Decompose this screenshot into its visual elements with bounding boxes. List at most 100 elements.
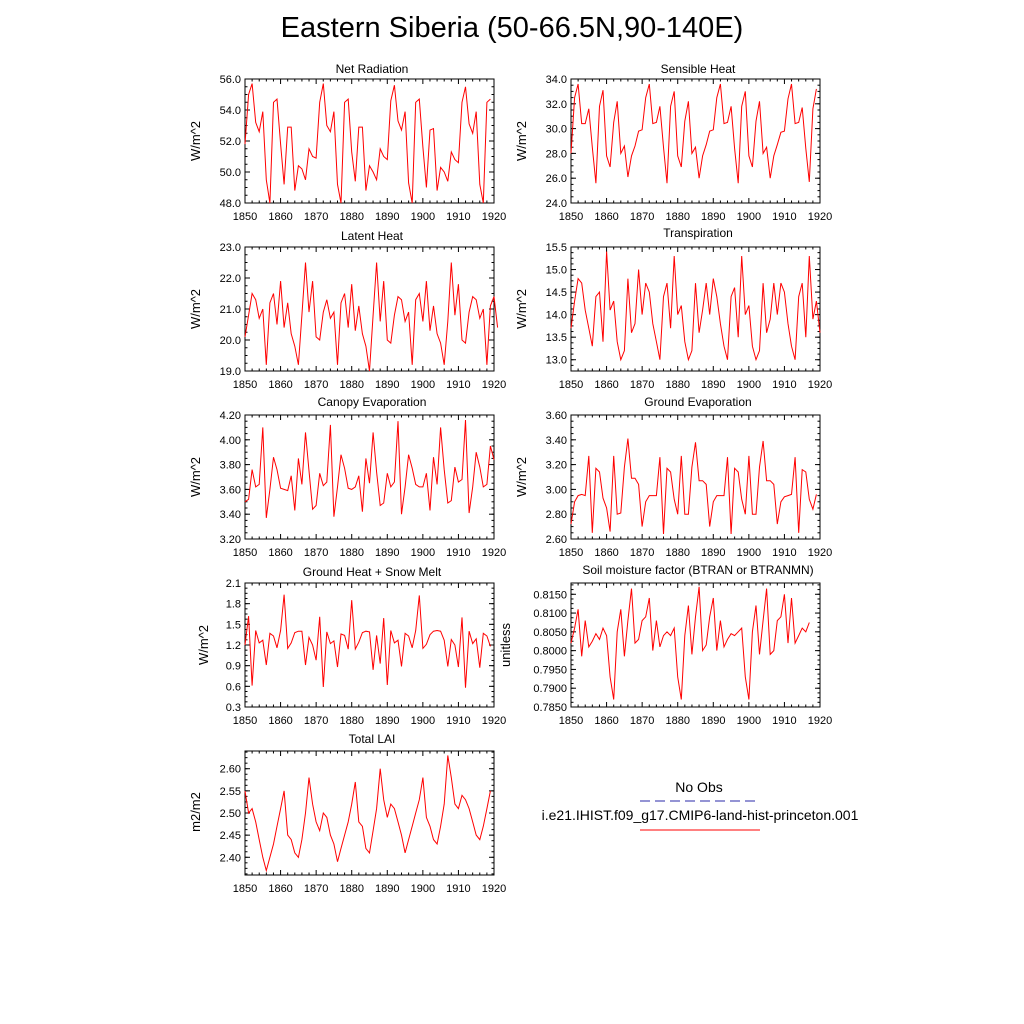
x-tick-label: 1880 [339, 547, 363, 559]
x-tick-label: 1850 [559, 547, 583, 559]
panel-title: Sensible Heat [661, 62, 736, 76]
x-tick-label: 1850 [559, 379, 583, 391]
y-tick-label: 13.5 [546, 332, 567, 344]
y-tick-label: 2.60 [220, 764, 241, 776]
series-line [570, 586, 810, 700]
y-tick-label: 48.0 [220, 198, 241, 210]
series-line [570, 251, 821, 362]
series-line [570, 83, 817, 184]
y-tick-label: 19.0 [220, 366, 241, 378]
y-tick-label: 3.80 [220, 460, 241, 472]
y-tick-label: 2.60 [546, 534, 567, 546]
y-tick-label: 0.3 [226, 702, 241, 714]
x-tick-label: 1890 [701, 379, 725, 391]
y-tick-label: 2.40 [220, 852, 241, 864]
legend-obs-label: No Obs [675, 779, 722, 795]
x-tick-label: 1890 [701, 211, 725, 223]
x-tick-label: 1910 [772, 379, 796, 391]
y-tick-label: 3.40 [546, 435, 567, 447]
x-tick-label: 1890 [375, 379, 399, 391]
x-tick-label: 1870 [630, 379, 654, 391]
x-tick-label: 1860 [268, 883, 292, 895]
x-tick-label: 1870 [304, 379, 328, 391]
panel-title: Soil moisture factor (BTRAN or BTRANMN) [582, 563, 813, 577]
y-tick-label: 52.0 [220, 136, 241, 148]
x-tick-label: 1900 [737, 547, 761, 559]
x-tick-label: 1860 [268, 379, 292, 391]
y-tick-label: 54.0 [220, 105, 241, 117]
x-tick-label: 1850 [233, 883, 257, 895]
y-tick-label: 3.40 [220, 509, 241, 521]
y-tick-label: 15.5 [546, 242, 567, 254]
y-tick-label: 0.7950 [533, 664, 567, 676]
chart-panel-latent-heat: Latent Heat W/m^2 1850 1860 1870 1880 1890 19… [188, 229, 506, 391]
x-tick-label: 1880 [665, 379, 689, 391]
x-tick-label: 1850 [559, 211, 583, 223]
x-tick-label: 1900 [411, 211, 435, 223]
x-tick-label: 1900 [411, 547, 435, 559]
x-tick-label: 1910 [446, 379, 470, 391]
x-tick-label: 1910 [446, 547, 470, 559]
plot-frame [570, 246, 821, 372]
y-axis-label: unitless [498, 622, 513, 667]
x-tick-label: 1920 [808, 211, 832, 223]
y-axis-label: W/m^2 [188, 457, 203, 497]
y-tick-label: 56.0 [220, 74, 241, 86]
x-tick-label: 1870 [304, 211, 328, 223]
series-line [570, 438, 817, 535]
x-tick-label: 1920 [808, 547, 832, 559]
x-tick-label: 1870 [304, 883, 328, 895]
y-tick-label: 0.6 [226, 681, 241, 693]
y-tick-label: 2.1 [226, 578, 241, 590]
y-axis-label: m2/m2 [188, 792, 203, 832]
x-tick-label: 1920 [482, 211, 506, 223]
y-tick-label: 3.20 [220, 534, 241, 546]
chart-panel-ground-evaporation: Ground Evaporation W/m^2 1850 1860 1870 188… [514, 395, 832, 559]
y-tick-label: 3.60 [220, 484, 241, 496]
y-tick-label: 14.0 [546, 310, 567, 322]
x-tick-label: 1890 [375, 547, 399, 559]
plot-frame [244, 582, 495, 708]
x-tick-label: 1850 [233, 379, 257, 391]
x-tick-label: 1890 [375, 211, 399, 223]
page-title: Eastern Siberia (50-66.5N,90-140E) [280, 12, 744, 44]
x-tick-label: 1880 [665, 715, 689, 727]
x-tick-label: 1860 [268, 715, 292, 727]
x-tick-label: 1890 [701, 715, 725, 727]
x-tick-label: 1860 [594, 715, 618, 727]
y-tick-label: 30.0 [546, 124, 567, 136]
y-axis-label: W/m^2 [188, 121, 203, 161]
x-tick-label: 1880 [339, 211, 363, 223]
y-axis-label: W/m^2 [514, 289, 529, 329]
chart-panel-transpiration: Transpiration W/m^2 1850 1860 1870 1880 1890… [514, 226, 832, 391]
x-tick-label: 1860 [594, 211, 618, 223]
series-line [244, 755, 491, 873]
chart-panel-canopy-evaporation: Canopy Evaporation W/m^2 1850 1860 1870 188… [188, 395, 506, 559]
y-tick-label: 2.45 [220, 830, 241, 842]
panel-title: Ground Heat + Snow Melt [303, 565, 442, 579]
x-tick-label: 1900 [737, 379, 761, 391]
plot-frame [570, 78, 821, 204]
y-tick-label: 22.0 [220, 273, 241, 285]
x-tick-label: 1890 [701, 547, 725, 559]
series-line [244, 594, 491, 688]
x-tick-label: 1910 [772, 715, 796, 727]
y-tick-label: 0.8150 [533, 589, 567, 601]
x-tick-label: 1880 [339, 379, 363, 391]
x-tick-label: 1920 [808, 379, 832, 391]
x-tick-label: 1860 [268, 211, 292, 223]
x-tick-label: 1910 [446, 211, 470, 223]
chart-panel-sensible-heat: Sensible Heat W/m^2 1850 1860 1870 1880 1890… [514, 62, 832, 223]
y-tick-label: 0.9 [226, 661, 241, 673]
x-tick-label: 1870 [304, 547, 328, 559]
y-axis-label: W/m^2 [188, 289, 203, 329]
x-tick-label: 1890 [375, 883, 399, 895]
x-tick-label: 1860 [594, 547, 618, 559]
y-tick-label: 14.5 [546, 287, 567, 299]
x-tick-label: 1850 [233, 547, 257, 559]
y-tick-label: 3.00 [546, 484, 567, 496]
x-tick-label: 1920 [482, 547, 506, 559]
y-tick-label: 1.2 [226, 640, 241, 652]
y-tick-label: 4.20 [220, 410, 241, 422]
y-tick-label: 3.20 [546, 460, 567, 472]
